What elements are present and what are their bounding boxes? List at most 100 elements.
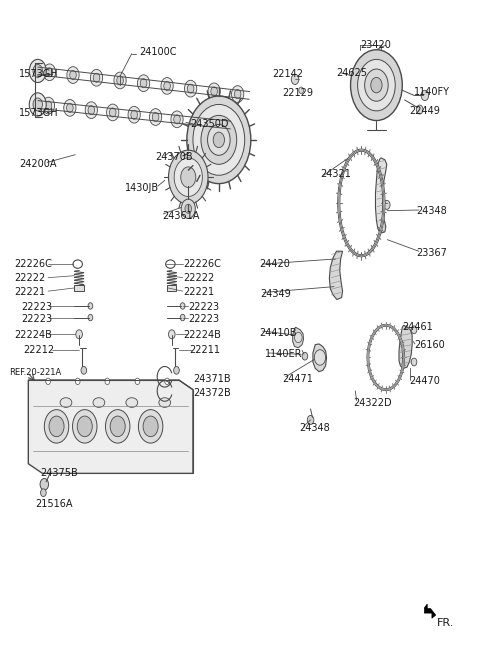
Text: 22223: 22223	[188, 315, 219, 325]
Text: 26160: 26160	[414, 340, 445, 350]
Polygon shape	[329, 251, 343, 300]
Circle shape	[180, 303, 185, 309]
Bar	[167, 284, 176, 291]
Circle shape	[138, 409, 163, 443]
Text: 24471: 24471	[282, 374, 313, 384]
Circle shape	[90, 70, 103, 86]
Circle shape	[216, 120, 223, 128]
Circle shape	[174, 367, 180, 374]
Circle shape	[70, 70, 76, 79]
Circle shape	[106, 409, 130, 443]
Polygon shape	[424, 604, 436, 618]
Text: 24370B: 24370B	[156, 152, 193, 162]
Circle shape	[207, 124, 230, 155]
Circle shape	[234, 89, 241, 99]
Text: 22226C: 22226C	[183, 259, 221, 269]
Circle shape	[76, 330, 83, 339]
Circle shape	[208, 83, 220, 100]
Circle shape	[180, 314, 185, 321]
Circle shape	[105, 378, 110, 384]
Circle shape	[164, 81, 170, 91]
Polygon shape	[28, 380, 193, 473]
Polygon shape	[375, 158, 387, 233]
Circle shape	[33, 98, 42, 111]
Polygon shape	[313, 344, 326, 372]
Text: 24348: 24348	[299, 422, 330, 433]
Text: REF.20-221A: REF.20-221A	[10, 368, 62, 376]
Text: 22211: 22211	[190, 346, 221, 355]
Circle shape	[371, 78, 382, 93]
Text: 24349: 24349	[260, 288, 291, 299]
Circle shape	[110, 416, 125, 437]
Text: 22223: 22223	[21, 315, 52, 325]
Circle shape	[307, 415, 314, 424]
Circle shape	[67, 66, 79, 83]
Text: 1140FY: 1140FY	[414, 87, 450, 97]
Bar	[74, 284, 84, 291]
Ellipse shape	[60, 397, 72, 407]
Text: 22222: 22222	[183, 273, 215, 283]
Text: 24461: 24461	[402, 321, 433, 332]
Circle shape	[314, 350, 325, 365]
Circle shape	[165, 378, 169, 384]
Text: 24470: 24470	[409, 376, 440, 386]
Text: 24350D: 24350D	[191, 119, 229, 129]
Circle shape	[128, 106, 140, 123]
Circle shape	[184, 80, 197, 97]
Text: FR.: FR.	[437, 618, 454, 627]
Text: 24361A: 24361A	[162, 211, 200, 221]
Text: 22224B: 22224B	[183, 330, 221, 340]
Circle shape	[187, 84, 194, 93]
Text: 1430JB: 1430JB	[125, 183, 159, 193]
Circle shape	[211, 87, 217, 96]
Text: 24410B: 24410B	[259, 328, 296, 338]
Circle shape	[187, 96, 251, 184]
Text: 24321: 24321	[320, 169, 351, 179]
Text: 24375B: 24375B	[40, 468, 78, 478]
Text: 24372B: 24372B	[193, 388, 231, 398]
Circle shape	[64, 99, 76, 116]
Text: 24100C: 24100C	[139, 47, 176, 57]
Text: 22224B: 22224B	[14, 330, 52, 340]
Text: 22223: 22223	[188, 302, 219, 311]
Circle shape	[421, 90, 429, 101]
Circle shape	[384, 200, 390, 210]
Circle shape	[88, 303, 93, 309]
Circle shape	[299, 87, 303, 93]
Circle shape	[29, 93, 46, 116]
Circle shape	[46, 378, 50, 384]
Circle shape	[295, 332, 302, 343]
Circle shape	[42, 97, 55, 114]
Circle shape	[137, 75, 150, 91]
Circle shape	[143, 416, 158, 437]
Circle shape	[174, 158, 203, 196]
Circle shape	[40, 478, 48, 490]
Circle shape	[46, 68, 53, 77]
Text: 22221: 22221	[14, 287, 45, 297]
Circle shape	[33, 64, 42, 78]
Circle shape	[181, 199, 195, 218]
Circle shape	[109, 108, 116, 117]
Circle shape	[214, 116, 226, 132]
Circle shape	[135, 378, 140, 384]
Circle shape	[358, 59, 395, 111]
Circle shape	[192, 113, 204, 130]
Circle shape	[44, 409, 69, 443]
Circle shape	[152, 112, 159, 122]
Text: 22221: 22221	[183, 287, 215, 297]
Text: 1573GH: 1573GH	[19, 69, 59, 79]
Circle shape	[291, 74, 299, 85]
Circle shape	[231, 85, 244, 102]
Text: 22449: 22449	[409, 106, 440, 116]
Polygon shape	[293, 327, 303, 348]
Text: 23420: 23420	[360, 40, 391, 50]
Circle shape	[213, 132, 225, 148]
Text: 24348: 24348	[416, 206, 447, 216]
Text: 22212: 22212	[24, 346, 55, 355]
Circle shape	[93, 73, 100, 82]
Circle shape	[72, 409, 97, 443]
Ellipse shape	[73, 260, 83, 268]
Circle shape	[181, 167, 196, 187]
Circle shape	[49, 416, 64, 437]
Circle shape	[201, 116, 237, 164]
